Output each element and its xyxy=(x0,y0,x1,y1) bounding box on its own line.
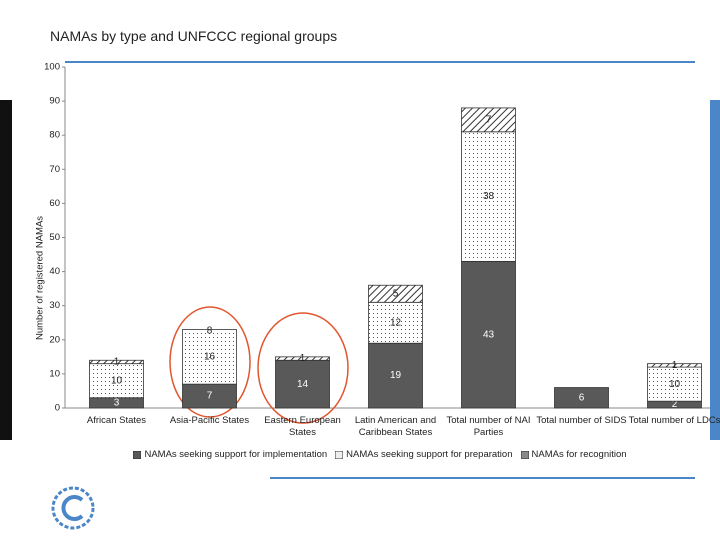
y-tick-label: 20 xyxy=(49,334,60,345)
legend-swatch-fill xyxy=(520,450,529,459)
bar-segment xyxy=(368,342,423,409)
legend: NAMAs seeking support for implementation… xyxy=(0,449,720,460)
bar-segment xyxy=(461,107,516,133)
legend-label: NAMAs seeking support for preparation xyxy=(346,449,513,460)
data-label: 1 xyxy=(300,353,306,364)
bar-segment xyxy=(368,301,423,344)
legend-swatch xyxy=(335,450,344,459)
data-label: 5 xyxy=(393,288,399,299)
bar-segment xyxy=(368,284,423,303)
bar-segment xyxy=(89,359,144,365)
x-tick-label: Latin American and Caribbean States xyxy=(354,415,437,438)
data-label: 7 xyxy=(486,114,492,125)
data-label: 7 xyxy=(207,391,213,402)
x-tick-label: African States xyxy=(86,415,147,426)
y-tick-label: 100 xyxy=(44,62,60,73)
bar-segment xyxy=(89,363,144,399)
bar-segment xyxy=(182,329,237,385)
y-tick-label: 60 xyxy=(49,198,60,209)
legend-label: NAMAs for recognition xyxy=(531,449,627,460)
data-label: 10 xyxy=(669,379,681,390)
bar-segment xyxy=(647,366,702,402)
legend-item: NAMAs for recognition xyxy=(520,449,627,460)
data-label: 38 xyxy=(483,191,495,202)
data-label: 16 xyxy=(204,351,216,362)
y-axis-label: Number of registered NAMAs xyxy=(35,216,46,340)
bar-segment xyxy=(554,387,609,409)
legend-swatch xyxy=(520,450,529,459)
legend-swatch-fill xyxy=(133,450,142,459)
x-tick-label: Total number of NAI Parties xyxy=(446,415,531,438)
unfccc-logo xyxy=(51,486,95,530)
x-tick-label: Total number of LDCs xyxy=(628,415,720,426)
right-edge-bar xyxy=(710,100,720,440)
legend-label: NAMAs seeking support for implementation xyxy=(144,449,328,460)
data-label: 10 xyxy=(111,375,123,386)
y-tick-label: 50 xyxy=(49,232,60,243)
data-label: 14 xyxy=(297,379,309,390)
y-tick-label: 90 xyxy=(49,96,60,107)
highlight-ellipse xyxy=(257,312,349,424)
chart-title: NAMAs by type and UNFCCC regional groups xyxy=(50,28,338,44)
y-tick-label: 80 xyxy=(49,130,60,141)
legend-swatch-fill xyxy=(335,450,344,459)
data-label: 3 xyxy=(114,398,120,409)
left-edge-bar xyxy=(0,100,12,440)
legend-swatch xyxy=(133,450,142,459)
bar-segment xyxy=(275,359,330,409)
bar-segment xyxy=(461,131,516,262)
bar-segment xyxy=(275,356,330,361)
y-tick-label: 30 xyxy=(49,300,60,311)
x-tick-label: Asia-Pacific States xyxy=(169,415,250,426)
x-tick-label: Eastern European States xyxy=(264,415,341,438)
legend-item: NAMAs seeking support for implementation xyxy=(133,449,327,460)
y-tick-label: 0 xyxy=(55,403,60,414)
bar-segment xyxy=(461,260,516,409)
y-tick-label: 70 xyxy=(49,164,60,175)
data-label: 1 xyxy=(672,360,678,371)
data-label: 2 xyxy=(672,399,678,410)
y-tick-label: 10 xyxy=(49,368,60,379)
data-label: 19 xyxy=(390,370,402,381)
y-tick-label: 40 xyxy=(49,266,60,277)
highlight-ellipse xyxy=(169,306,251,418)
data-label: 12 xyxy=(390,317,402,328)
data-label: 1 xyxy=(114,357,120,368)
data-label: 43 xyxy=(483,329,495,340)
legend-item: NAMAs seeking support for preparation xyxy=(335,449,513,460)
data-label: 6 xyxy=(579,392,585,403)
bar-segment xyxy=(647,363,702,368)
x-tick-label: Total number of SIDS xyxy=(536,415,627,426)
annotation: 8 xyxy=(207,326,213,337)
